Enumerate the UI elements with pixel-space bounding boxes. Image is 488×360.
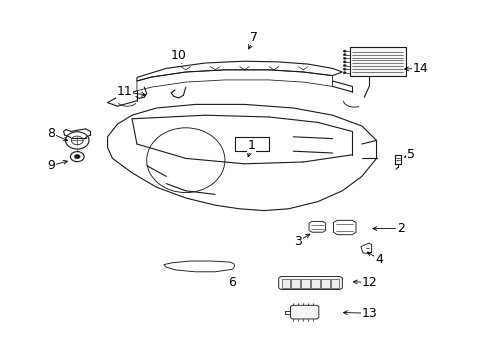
- Text: 6: 6: [228, 276, 236, 289]
- Text: 11: 11: [117, 85, 132, 98]
- Circle shape: [343, 64, 346, 67]
- Text: 2: 2: [396, 222, 404, 235]
- Text: 9: 9: [47, 159, 55, 172]
- Text: 1: 1: [247, 139, 255, 152]
- FancyBboxPatch shape: [310, 279, 319, 288]
- FancyBboxPatch shape: [281, 279, 290, 288]
- Circle shape: [74, 154, 80, 159]
- Circle shape: [343, 72, 346, 74]
- FancyBboxPatch shape: [330, 279, 339, 288]
- Text: 8: 8: [47, 127, 55, 140]
- FancyBboxPatch shape: [301, 279, 309, 288]
- Polygon shape: [290, 305, 318, 319]
- Text: 5: 5: [406, 148, 414, 161]
- Circle shape: [343, 61, 346, 63]
- Circle shape: [343, 68, 346, 70]
- Text: 12: 12: [361, 276, 376, 289]
- Circle shape: [343, 50, 346, 52]
- Text: 14: 14: [412, 62, 427, 75]
- Text: 3: 3: [294, 235, 302, 248]
- FancyBboxPatch shape: [349, 47, 405, 76]
- Text: 13: 13: [361, 307, 376, 320]
- Text: 10: 10: [170, 49, 186, 62]
- Text: 4: 4: [374, 253, 382, 266]
- Circle shape: [343, 54, 346, 56]
- Circle shape: [343, 57, 346, 59]
- Polygon shape: [278, 276, 342, 289]
- FancyBboxPatch shape: [320, 279, 329, 288]
- Text: 7: 7: [250, 31, 258, 44]
- FancyBboxPatch shape: [291, 279, 300, 288]
